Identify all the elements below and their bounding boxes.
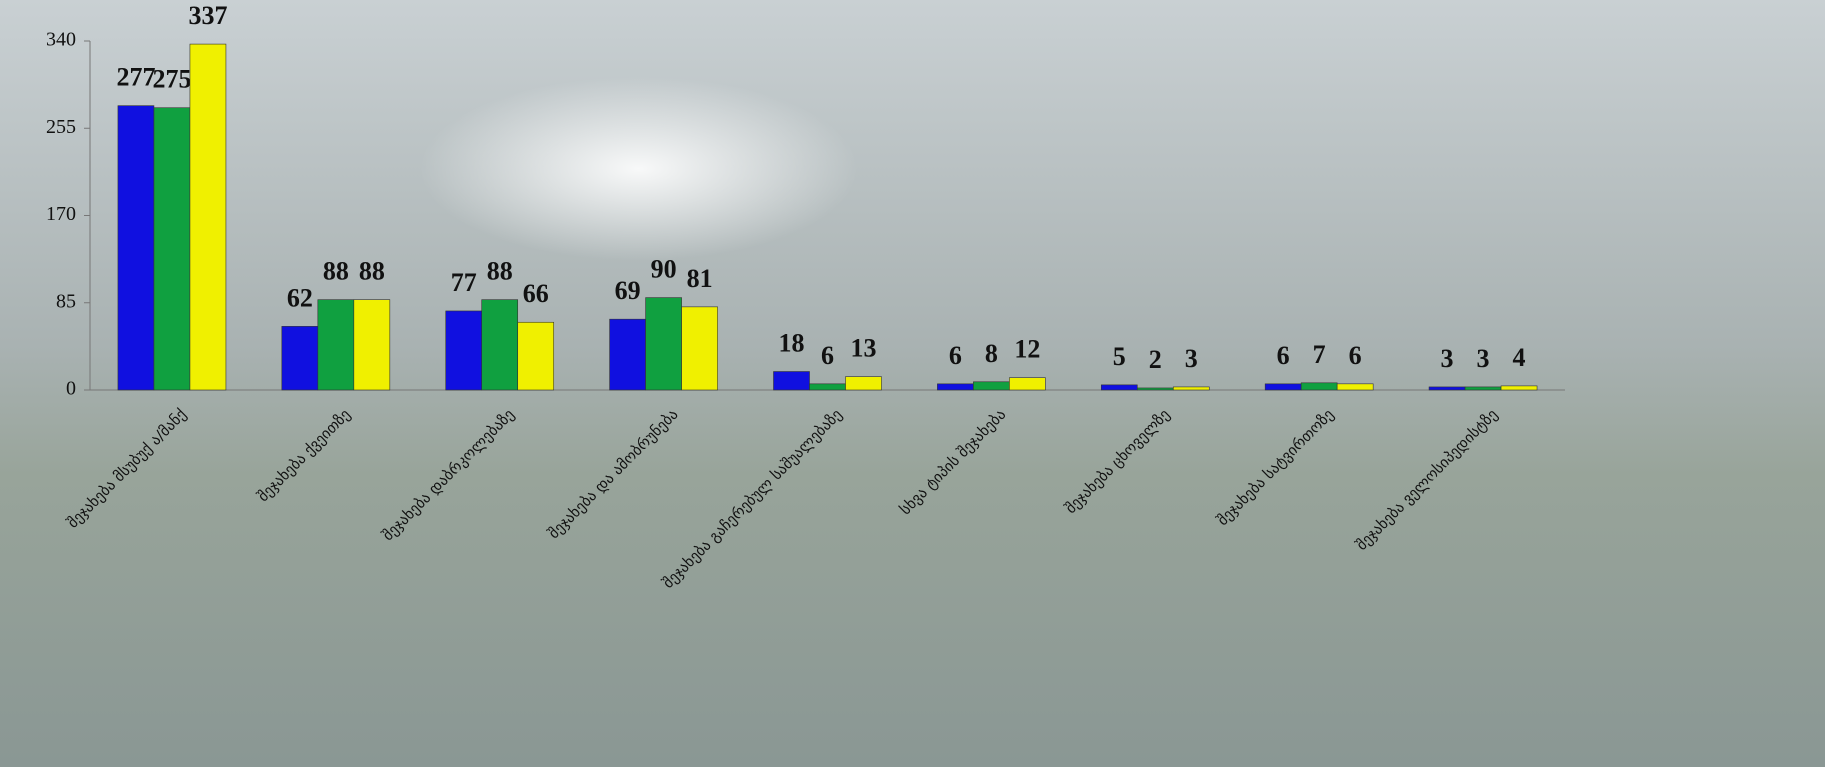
value-label: 6 [949, 341, 962, 370]
bar [517, 321, 555, 391]
bar [809, 383, 846, 391]
value-label: 69 [615, 276, 641, 305]
bar [1100, 384, 1138, 391]
bar [937, 383, 974, 391]
value-label: 13 [851, 334, 877, 363]
bar [1464, 386, 1502, 391]
bar [1136, 387, 1174, 391]
value-label: 3 [1185, 344, 1198, 373]
bar [445, 310, 483, 391]
value-label: 88 [323, 257, 349, 286]
value-label: 6 [821, 341, 834, 370]
value-label: 6 [1349, 341, 1362, 370]
value-label: 3 [1441, 344, 1454, 373]
bar [973, 381, 1010, 391]
value-label: 88 [487, 257, 513, 286]
value-label: 90 [651, 255, 677, 284]
bar [1336, 383, 1374, 391]
y-tick-label: 0 [66, 378, 76, 400]
bar [1500, 385, 1538, 391]
value-label: 5 [1113, 342, 1126, 371]
value-label: 3 [1477, 344, 1490, 373]
value-label: 66 [523, 279, 549, 308]
bar [281, 326, 319, 391]
value-label: 12 [1014, 335, 1040, 364]
bar [153, 107, 191, 391]
bar [353, 299, 391, 391]
y-tick-label: 255 [46, 116, 76, 138]
value-label: 277 [116, 63, 155, 92]
bar [1264, 383, 1302, 391]
bar [1300, 382, 1338, 391]
bar [1428, 386, 1466, 391]
value-label: 8 [985, 339, 998, 368]
value-label: 81 [687, 264, 713, 293]
bar [481, 299, 519, 391]
value-label: 88 [359, 257, 385, 286]
y-tick-label: 340 [46, 29, 76, 51]
bar [1009, 377, 1046, 391]
bar [609, 318, 646, 391]
value-label: 6 [1277, 341, 1290, 370]
value-label: 275 [152, 65, 191, 94]
bar [1172, 386, 1210, 391]
y-tick-label: 170 [46, 203, 76, 225]
bar [117, 105, 155, 391]
value-label: 18 [779, 328, 805, 357]
bar [317, 299, 355, 391]
value-label: 337 [188, 1, 227, 30]
bar [189, 43, 227, 391]
bar [681, 306, 718, 391]
bar [773, 371, 810, 391]
value-label: 4 [1513, 343, 1526, 372]
value-label: 7 [1313, 340, 1326, 369]
y-tick-label: 85 [56, 290, 76, 312]
bar [845, 376, 882, 391]
value-label: 77 [451, 268, 477, 297]
value-label: 2 [1149, 345, 1162, 374]
value-label: 62 [287, 283, 313, 312]
bar [645, 297, 682, 391]
